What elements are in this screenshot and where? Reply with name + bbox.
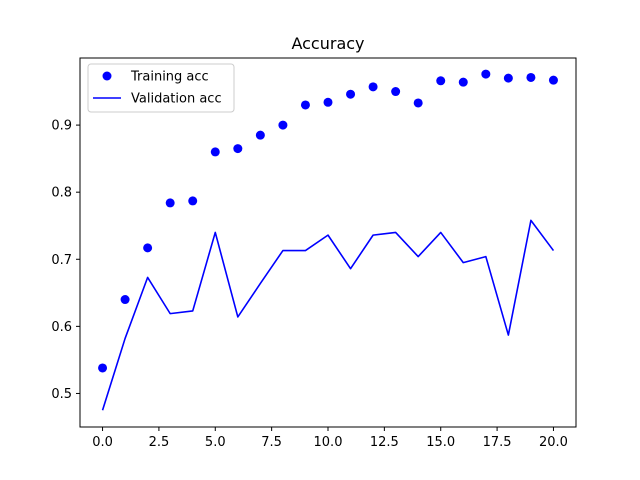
- training-acc-point: [526, 72, 536, 82]
- training-acc-point: [413, 98, 423, 108]
- training-acc-point: [255, 130, 265, 140]
- y-tick-label: 0.8: [51, 186, 72, 201]
- plot-frame: [79, 57, 577, 428]
- legend-box: [87, 63, 235, 113]
- training-acc-point: [346, 89, 356, 99]
- training-acc-point: [548, 75, 558, 85]
- legend-label: Training acc: [130, 70, 209, 85]
- training-acc-point: [458, 77, 468, 87]
- x-tick-label: 0.0: [92, 435, 113, 450]
- training-acc-point: [391, 87, 401, 97]
- y-tick-label: 0.9: [51, 119, 72, 134]
- training-acc-point: [503, 73, 513, 83]
- x-tick-label: 20.0: [539, 435, 568, 450]
- training-acc-point: [481, 69, 491, 79]
- x-tick-label: 2.5: [149, 435, 170, 450]
- legend: Training acc Validation acc: [87, 63, 235, 113]
- training-acc-point: [188, 196, 198, 206]
- x-tick-label: 12.5: [370, 435, 399, 450]
- y-tick-label: 0.7: [51, 253, 72, 268]
- training-acc-point: [98, 363, 108, 373]
- series-line-validation-acc: [101, 219, 555, 411]
- x-tick-label: 17.5: [483, 435, 512, 450]
- x-tick-label: 5.0: [205, 435, 226, 450]
- training-acc-point: [300, 100, 310, 110]
- training-acc-point: [120, 295, 130, 305]
- legend-marker-swatch: [102, 71, 112, 81]
- x-tick-label: 15.0: [426, 435, 455, 450]
- training-acc-point: [436, 76, 446, 86]
- legend-label: Validation acc: [131, 92, 222, 107]
- x-tick-label: 7.5: [261, 435, 282, 450]
- training-acc-point: [210, 147, 220, 157]
- x-tick-label: 10.0: [314, 435, 343, 450]
- y-tick-label: 0.5: [51, 387, 72, 402]
- training-acc-point: [323, 97, 333, 107]
- training-acc-point: [278, 120, 288, 130]
- chart-title: Accuracy: [291, 34, 364, 53]
- training-acc-point: [233, 144, 243, 154]
- y-tick-label: 0.6: [51, 320, 72, 335]
- training-acc-point: [368, 82, 378, 92]
- training-acc-point: [165, 198, 175, 208]
- training-acc-point: [143, 243, 153, 253]
